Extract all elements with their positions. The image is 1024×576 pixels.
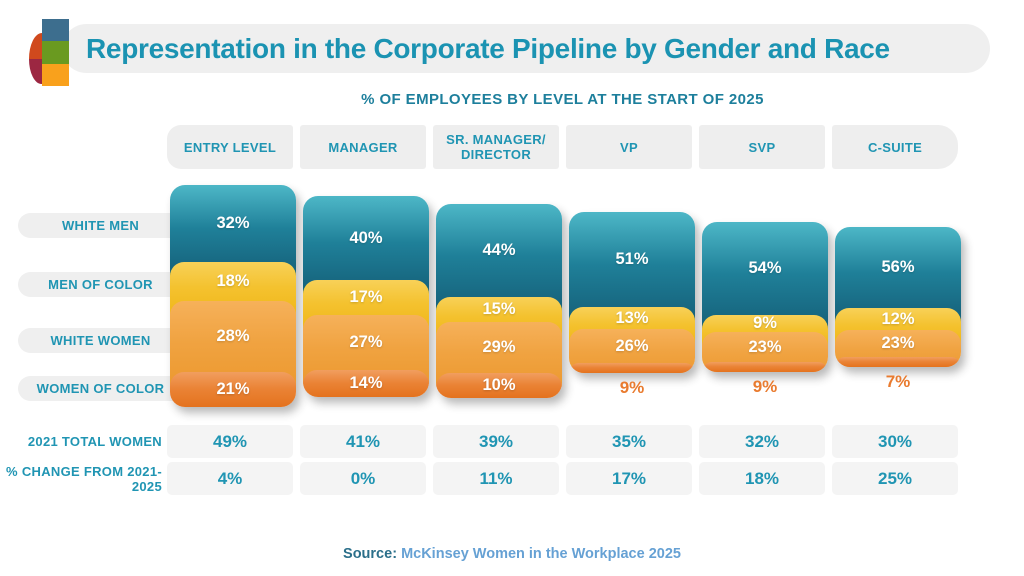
segment-value-label: 18% [216, 272, 250, 290]
segment-value-label: 29% [482, 338, 516, 356]
segment-value-label: 17% [349, 288, 383, 306]
segment-value-label: 23% [881, 334, 915, 352]
footer-cell: 41% [300, 425, 426, 458]
footer-cell: 49% [167, 425, 293, 458]
bar-0: 32% 18% 28% 21% [170, 185, 296, 407]
footer-cell: 32% [699, 425, 825, 458]
segment-value-label: 51% [615, 250, 649, 268]
footer-cell: 0% [300, 462, 426, 495]
segment-value-label: 12% [881, 309, 915, 328]
bar-3: 51% 13% 26% [569, 212, 695, 373]
logo-square-blue [42, 19, 69, 42]
row-label-2: WHITE WOMEN [18, 328, 183, 353]
segment-value-label: 44% [482, 241, 516, 259]
brand-logo [29, 19, 69, 86]
bar-segment-women-of-color [170, 372, 296, 407]
footer-row-label-0: 2021 TOTAL WOMEN [27, 434, 162, 449]
bar-1: 40% 17% 27% 14% [303, 196, 429, 397]
segment-value-label: 13% [615, 308, 649, 327]
logo-quarter-maroon [29, 58, 42, 84]
segment-value-label: 54% [748, 259, 782, 277]
footer-cell: 18% [699, 462, 825, 495]
segment-value-label: 27% [349, 333, 383, 351]
source-text: McKinsey Women in the Workplace 2025 [401, 546, 681, 562]
column-header-3: VP [566, 125, 692, 169]
footer-cell: 25% [832, 462, 958, 495]
title-bar: Representation in the Corporate Pipeline… [62, 24, 990, 73]
column-header-5: C-SUITE [832, 125, 958, 169]
logo-square-green [42, 41, 69, 64]
bar-segment-women-of-color [835, 357, 961, 367]
segment-value-label: 32% [216, 214, 250, 232]
segment-value-label: 10% [482, 376, 516, 394]
segment-value-label: 23% [748, 337, 782, 356]
footer-row-label-1: % CHANGE FROM 2021-2025 [6, 463, 162, 494]
segment-value-label: 14% [349, 374, 383, 392]
column-header-4: SVP [699, 125, 825, 169]
footer-cell: 17% [566, 462, 692, 495]
bar-segment-white-men [835, 227, 961, 322]
footer-cell: 39% [433, 425, 559, 458]
below-bar-value-label: 7% [885, 372, 911, 391]
bar-segment-white-men [303, 196, 429, 294]
footer-cell: 11% [433, 462, 559, 495]
bar-segment-white-men [170, 185, 296, 276]
bar-segment-white-men [569, 212, 695, 321]
source-label: Source: [343, 546, 398, 562]
bar-segment-white-women [170, 301, 296, 386]
logo-quarter-redorange [29, 33, 42, 59]
segment-value-label: 9% [753, 314, 777, 332]
bar-5: 56% 12% 23% [835, 227, 961, 367]
logo-squares [42, 19, 69, 86]
column-header-1: MANAGER [300, 125, 426, 169]
footer-cell: 35% [566, 425, 692, 458]
bar-2: 44% 15% 29% 10% [436, 204, 562, 398]
row-label-0: WHITE MEN [18, 213, 183, 238]
footer-cell: 4% [167, 462, 293, 495]
logo-half-disc [29, 33, 42, 84]
bar-segment-white-men [702, 222, 828, 329]
segment-value-label: 56% [881, 258, 915, 276]
column-header-0: ENTRY LEVEL [167, 125, 293, 169]
page-title: Representation in the Corporate Pipeline… [86, 33, 890, 64]
row-label-1: MEN OF COLOR [18, 272, 183, 297]
logo-square-amber [42, 63, 69, 86]
segment-value-label: 15% [482, 300, 516, 318]
bar-segment-women-of-color [436, 373, 562, 398]
source-line: Source: McKinsey Women in the Workplace … [0, 546, 1024, 562]
bar-segment-women-of-color [702, 362, 828, 372]
below-bar-value-label: 9% [619, 378, 645, 397]
row-label-3: WOMEN OF COLOR [18, 376, 183, 401]
bar-segment-white-men [436, 204, 562, 311]
bar-segment-women-of-color [569, 363, 695, 373]
bar-4: 54% 9% 23% [702, 222, 828, 372]
column-header-2: SR. MANAGER/ DIRECTOR [433, 125, 559, 169]
footer-cell: 30% [832, 425, 958, 458]
segment-value-label: 26% [615, 336, 649, 355]
segment-value-label: 21% [216, 380, 250, 398]
bar-segment-women-of-color [303, 370, 429, 397]
segment-value-label: 28% [216, 327, 250, 345]
segment-value-label: 40% [349, 228, 383, 247]
chart-subtitle: % OF EMPLOYEES BY LEVEL AT THE START OF … [361, 91, 764, 108]
below-bar-value-label: 9% [752, 377, 778, 396]
